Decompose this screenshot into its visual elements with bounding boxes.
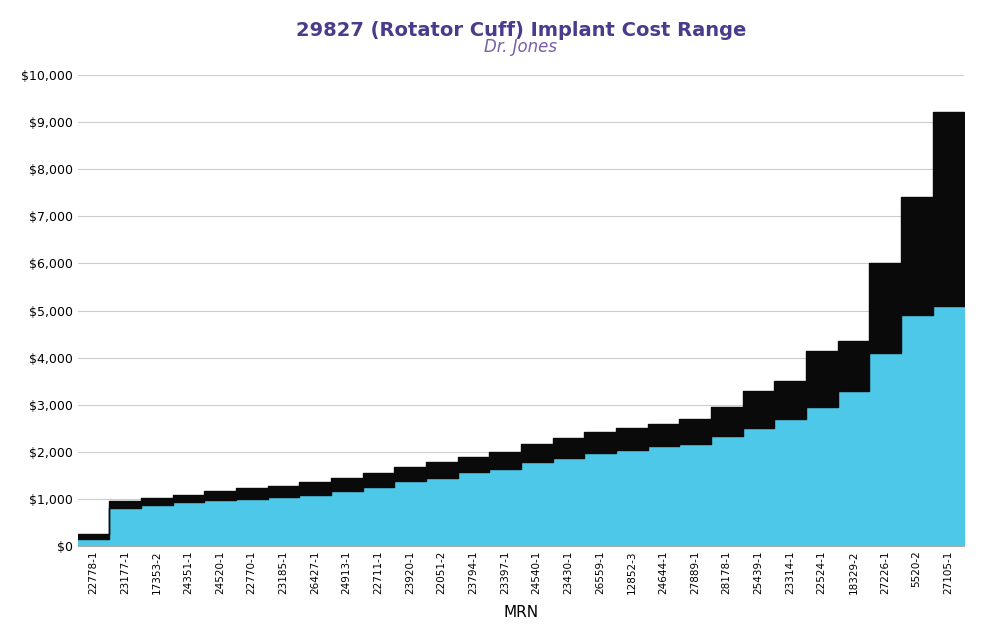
- X-axis label: MRN: MRN: [503, 605, 539, 620]
- Text: Dr. Jones: Dr. Jones: [485, 38, 558, 56]
- Title: 29827 (Rotator Cuff) Implant Cost Range: 29827 (Rotator Cuff) Implant Cost Range: [296, 21, 746, 40]
